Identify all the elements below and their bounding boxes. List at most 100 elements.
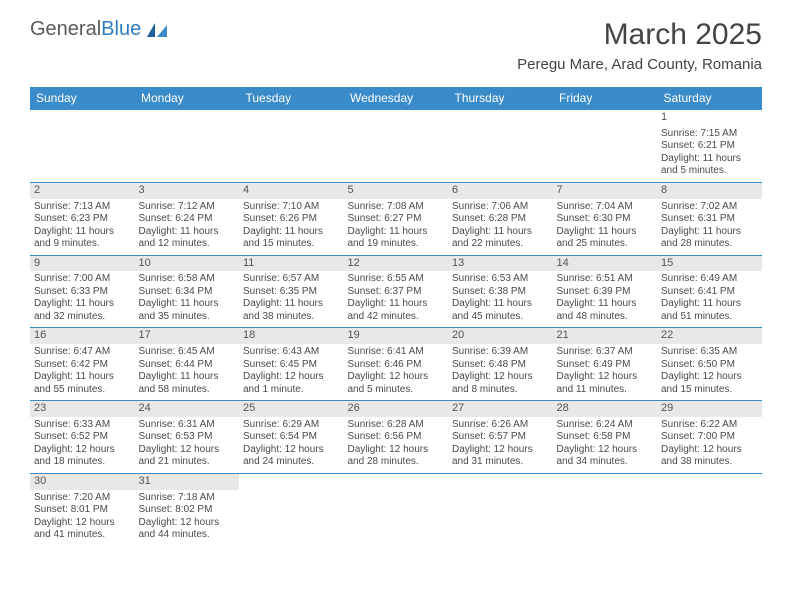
calendar-cell xyxy=(239,110,344,183)
calendar-cell: 20Sunrise: 6:39 AMSunset: 6:48 PMDayligh… xyxy=(448,328,553,401)
day-number: 18 xyxy=(239,328,344,344)
sunset-line: Sunset: 6:57 PM xyxy=(452,431,549,444)
daylight-line: Daylight: 11 hours and 35 minutes. xyxy=(139,298,236,323)
daylight-line: Daylight: 12 hours and 24 minutes. xyxy=(243,444,340,469)
day-number: 6 xyxy=(448,183,553,199)
sunrise-line: Sunrise: 6:47 AM xyxy=(34,346,131,359)
sunrise-line: Sunrise: 7:06 AM xyxy=(452,201,549,214)
calendar-cell: 2Sunrise: 7:13 AMSunset: 6:23 PMDaylight… xyxy=(30,182,135,255)
calendar-cell xyxy=(344,110,449,183)
sunrise-line: Sunrise: 7:08 AM xyxy=(348,201,445,214)
sunset-line: Sunset: 8:01 PM xyxy=(34,504,131,517)
sunrise-line: Sunrise: 6:31 AM xyxy=(139,419,236,432)
sunrise-line: Sunrise: 6:57 AM xyxy=(243,273,340,286)
day-number: 13 xyxy=(448,256,553,272)
day-number: 31 xyxy=(135,474,240,490)
day-number: 5 xyxy=(344,183,449,199)
daylight-line: Daylight: 11 hours and 9 minutes. xyxy=(34,226,131,251)
daylight-line: Daylight: 12 hours and 8 minutes. xyxy=(452,371,549,396)
calendar-cell: 28 Sunrise: 6:24 AMSunset: 6:58 PMDayligh… xyxy=(553,401,658,474)
daylight-line: Daylight: 11 hours and 58 minutes. xyxy=(139,371,236,396)
sunset-line: Sunset: 6:48 PM xyxy=(452,359,549,372)
weekday-header: Tuesday xyxy=(239,87,344,110)
sunrise-line: Sunrise: 6:43 AM xyxy=(243,346,340,359)
daylight-line: Daylight: 12 hours and 5 minutes. xyxy=(348,371,445,396)
sunrise-line: Sunrise: 6:58 AM xyxy=(139,273,236,286)
calendar-cell: 7Sunrise: 7:04 AMSunset: 6:30 PMDaylight… xyxy=(553,182,658,255)
daylight-line: Daylight: 12 hours and 18 minutes. xyxy=(34,444,131,469)
calendar-cell: 29Sunrise: 6:22 AMSunset: 7:00 PMDayligh… xyxy=(657,401,762,474)
sunset-line: Sunset: 8:02 PM xyxy=(139,504,236,517)
sunrise-line: Sunrise: 6:41 AM xyxy=(348,346,445,359)
calendar-cell: 17Sunrise: 6:45 AMSunset: 6:44 PMDayligh… xyxy=(135,328,240,401)
day-number: 11 xyxy=(239,256,344,272)
sunset-line: Sunset: 6:49 PM xyxy=(557,359,654,372)
month-title: March 2025 xyxy=(517,18,762,52)
sunrise-line: Sunrise: 7:12 AM xyxy=(139,201,236,214)
calendar-cell: 31Sunrise: 7:18 AMSunset: 8:02 PMDayligh… xyxy=(135,473,240,545)
sunrise-line: Sunrise: 6:49 AM xyxy=(661,273,758,286)
sunrise-line: Sunrise: 6:55 AM xyxy=(348,273,445,286)
day-number: 22 xyxy=(657,328,762,344)
day-number: 27 xyxy=(448,401,553,417)
logo: GeneralBlue xyxy=(30,18,171,41)
sunset-line: Sunset: 6:56 PM xyxy=(348,431,445,444)
calendar-cell: 13Sunrise: 6:53 AMSunset: 6:38 PMDayligh… xyxy=(448,255,553,328)
sunset-line: Sunset: 6:45 PM xyxy=(243,359,340,372)
weekday-header: Saturday xyxy=(657,87,762,110)
calendar-cell: 24Sunrise: 6:31 AMSunset: 6:53 PMDayligh… xyxy=(135,401,240,474)
sunset-line: Sunset: 6:38 PM xyxy=(452,286,549,299)
day-number: 8 xyxy=(657,183,762,199)
logo-text-2: Blue xyxy=(101,18,141,41)
calendar-cell: 14Sunrise: 6:51 AMSunset: 6:39 PMDayligh… xyxy=(553,255,658,328)
sunset-line: Sunset: 6:46 PM xyxy=(348,359,445,372)
daylight-line: Daylight: 11 hours and 42 minutes. xyxy=(348,298,445,323)
calendar-cell: 3Sunrise: 7:12 AMSunset: 6:24 PMDaylight… xyxy=(135,182,240,255)
calendar-cell: 15Sunrise: 6:49 AMSunset: 6:41 PMDayligh… xyxy=(657,255,762,328)
daylight-line: Daylight: 12 hours and 41 minutes. xyxy=(34,517,131,542)
sunset-line: Sunset: 6:28 PM xyxy=(452,213,549,226)
location-text: Peregu Mare, Arad County, Romania xyxy=(517,56,762,73)
daylight-line: Daylight: 12 hours and 34 minutes. xyxy=(557,444,654,469)
calendar-cell: 1Sunrise: 7:15 AMSunset: 6:21 PMDaylight… xyxy=(657,110,762,183)
sunrise-line: Sunrise: 7:15 AM xyxy=(661,128,758,141)
calendar-cell xyxy=(30,110,135,183)
day-number: 26 xyxy=(344,401,449,417)
day-number: 12 xyxy=(344,256,449,272)
sunrise-line: Sunrise: 6:24 AM xyxy=(557,419,654,432)
daylight-line: Daylight: 11 hours and 12 minutes. xyxy=(139,226,236,251)
day-number: 29 xyxy=(657,401,762,417)
calendar-cell: 27Sunrise: 6:26 AMSunset: 6:57 PMDayligh… xyxy=(448,401,553,474)
sunrise-line: Sunrise: 6:26 AM xyxy=(452,419,549,432)
sunset-line: Sunset: 6:44 PM xyxy=(139,359,236,372)
daylight-line: Daylight: 11 hours and 5 minutes. xyxy=(661,153,758,178)
calendar-cell xyxy=(448,473,553,545)
day-number: 25 xyxy=(239,401,344,417)
sunset-line: Sunset: 6:52 PM xyxy=(34,431,131,444)
sunset-line: Sunset: 6:58 PM xyxy=(557,431,654,444)
sunset-line: Sunset: 6:31 PM xyxy=(661,213,758,226)
sunset-line: Sunset: 6:39 PM xyxy=(557,286,654,299)
logo-sails-icon xyxy=(145,21,171,39)
daylight-line: Daylight: 11 hours and 15 minutes. xyxy=(243,226,340,251)
calendar-cell xyxy=(344,473,449,545)
calendar-cell: 10Sunrise: 6:58 AMSunset: 6:34 PMDayligh… xyxy=(135,255,240,328)
day-number: 1 xyxy=(657,110,762,126)
sunrise-line: Sunrise: 6:28 AM xyxy=(348,419,445,432)
sunrise-line: Sunrise: 6:45 AM xyxy=(139,346,236,359)
calendar-cell: 22Sunrise: 6:35 AMSunset: 6:50 PMDayligh… xyxy=(657,328,762,401)
daylight-line: Daylight: 11 hours and 25 minutes. xyxy=(557,226,654,251)
calendar-cell: 26Sunrise: 6:28 AMSunset: 6:56 PMDayligh… xyxy=(344,401,449,474)
calendar-cell: 8Sunrise: 7:02 AMSunset: 6:31 PMDaylight… xyxy=(657,182,762,255)
day-number: 16 xyxy=(30,328,135,344)
daylight-line: Daylight: 11 hours and 45 minutes. xyxy=(452,298,549,323)
sunrise-line: Sunrise: 6:37 AM xyxy=(557,346,654,359)
calendar-cell: 16Sunrise: 6:47 AMSunset: 6:42 PMDayligh… xyxy=(30,328,135,401)
calendar-cell xyxy=(239,473,344,545)
calendar-cell: 5Sunrise: 7:08 AMSunset: 6:27 PMDaylight… xyxy=(344,182,449,255)
daylight-line: Daylight: 11 hours and 51 minutes. xyxy=(661,298,758,323)
calendar-cell: 6Sunrise: 7:06 AMSunset: 6:28 PMDaylight… xyxy=(448,182,553,255)
day-number: 28 xyxy=(553,401,658,417)
day-number: 24 xyxy=(135,401,240,417)
calendar-table: SundayMondayTuesdayWednesdayThursdayFrid… xyxy=(30,87,762,546)
